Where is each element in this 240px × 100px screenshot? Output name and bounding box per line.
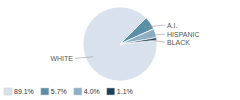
legend-label: 89.1% bbox=[14, 88, 34, 95]
pie-slice bbox=[120, 29, 156, 44]
leader-line bbox=[75, 57, 93, 59]
slice-label: BLACK bbox=[167, 39, 190, 46]
legend-label: 5.7% bbox=[51, 88, 67, 95]
legend-item: 4.0% bbox=[74, 88, 100, 95]
leader-line bbox=[144, 25, 165, 27]
slice-label: HISPANIC bbox=[167, 31, 200, 38]
chart: WHITE A.I. HISPANICBLACK 89.1% 5.7% 4.0% 1.1% bbox=[0, 0, 240, 100]
legend-item: 5.7% bbox=[41, 88, 67, 95]
legend-label: 4.0% bbox=[84, 88, 100, 95]
legend: 89.1% 5.7% 4.0% 1.1% bbox=[4, 88, 133, 95]
slice-label: A.I. bbox=[167, 22, 178, 29]
pie-slice bbox=[83, 7, 157, 81]
legend-swatch bbox=[4, 88, 12, 95]
slice-label: WHITE bbox=[50, 55, 73, 62]
pie-slice bbox=[120, 38, 157, 44]
legend-swatch bbox=[41, 88, 49, 95]
leader-line bbox=[149, 40, 165, 42]
pie bbox=[83, 7, 157, 81]
legend-item: 89.1% bbox=[4, 88, 34, 95]
legend-item: 1.1% bbox=[107, 88, 133, 95]
leader-line bbox=[148, 34, 165, 35]
annotations: WHITE A.I. HISPANICBLACK bbox=[50, 22, 199, 62]
legend-label: 1.1% bbox=[117, 88, 133, 95]
legend-swatch bbox=[107, 88, 115, 95]
legend-swatch bbox=[74, 88, 82, 95]
